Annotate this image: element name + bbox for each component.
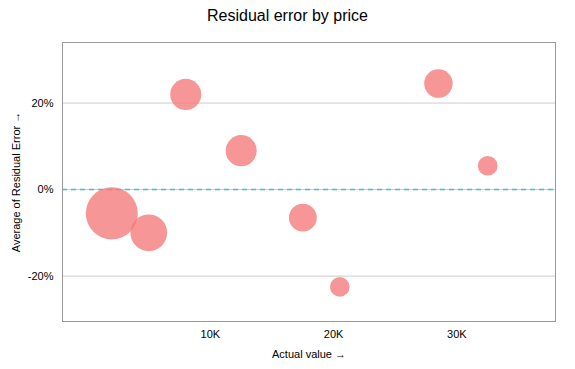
svg-text:30K: 30K xyxy=(447,328,467,340)
svg-text:Average of Residual Error →: Average of Residual Error → xyxy=(10,112,22,252)
svg-text:0%: 0% xyxy=(38,183,54,195)
svg-text:20%: 20% xyxy=(31,97,53,109)
svg-text:20K: 20K xyxy=(324,328,344,340)
svg-text:-20%: -20% xyxy=(28,270,54,282)
svg-text:10K: 10K xyxy=(201,328,221,340)
svg-text:Actual value →: Actual value → xyxy=(272,348,346,360)
html-text:Residual error by price: Residual error by price xyxy=(207,7,368,24)
